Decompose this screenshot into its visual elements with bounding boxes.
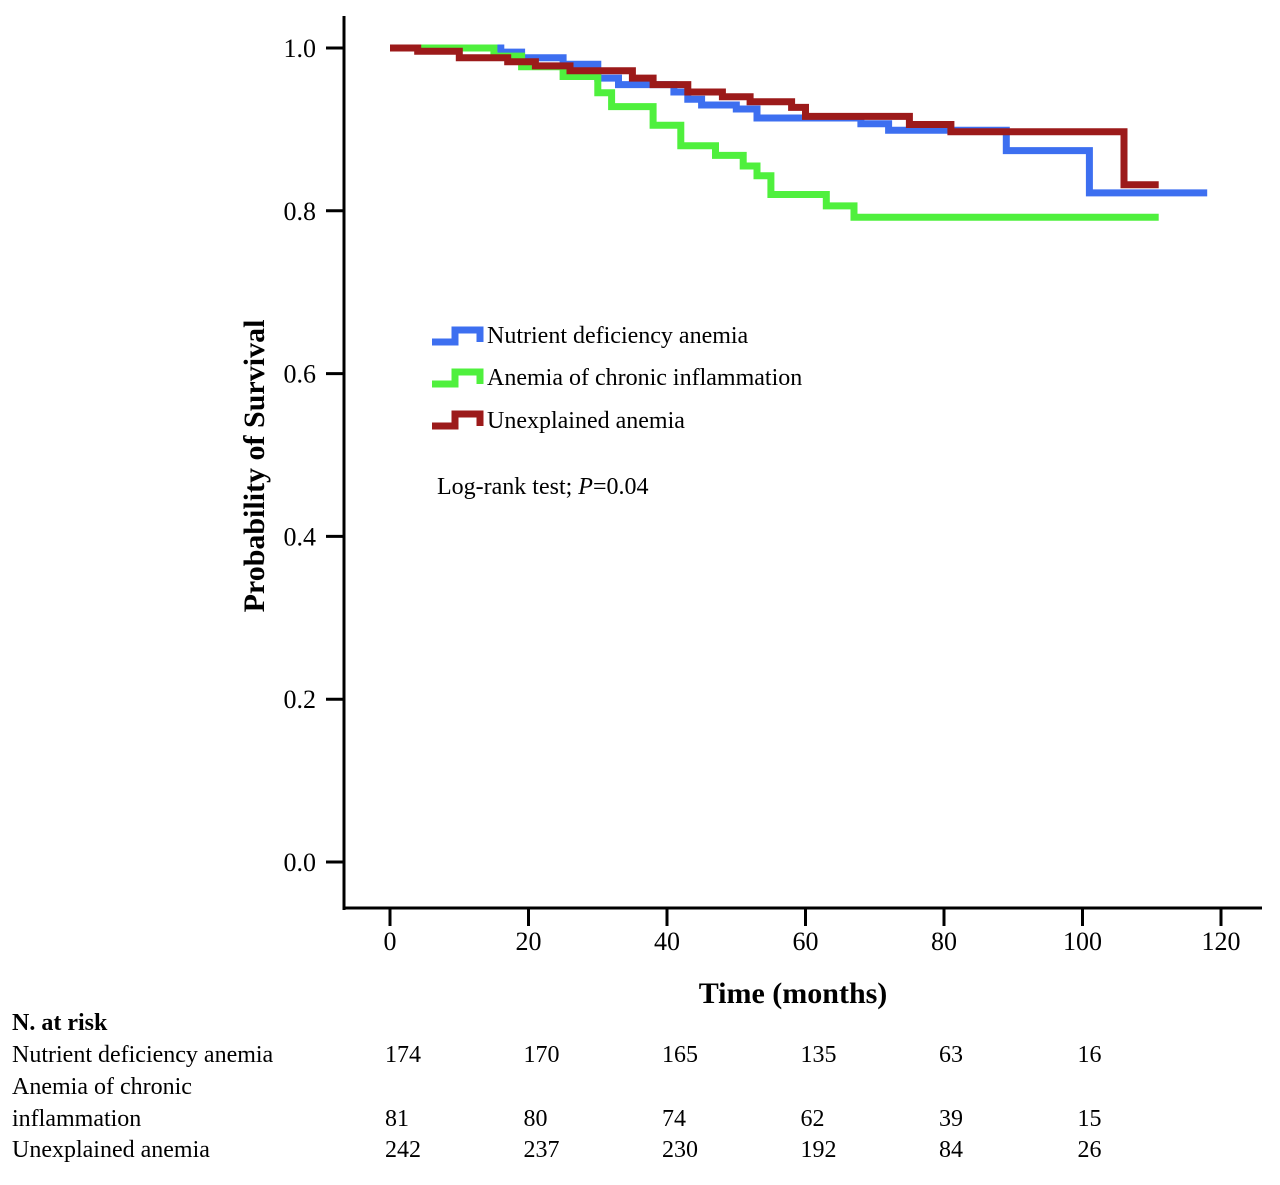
risk-value: 170 [524,1042,560,1068]
risk-value: 16 [1078,1042,1102,1068]
risk-value: 80 [524,1106,548,1132]
x-tick-label: 0 [384,927,397,956]
legend-label-chronic-inflammation: Anemia of chronic inflammation [487,365,802,391]
risk-table: N. at risk Nutrient deficiency anemia An… [12,1010,1102,1163]
curve-unexplained [390,44,1159,189]
x-tick-label: 120 [1202,927,1241,956]
risk-value: 242 [385,1137,421,1163]
x-tick-label: 80 [931,927,957,956]
risk-value: 15 [1078,1106,1102,1132]
y-tick-label: 0.8 [284,197,317,226]
x-tick-label: 40 [654,927,680,956]
risk-value: 192 [801,1137,837,1163]
x-tick-label: 100 [1063,927,1102,956]
risk-row-label-nutrient-deficiency: Nutrient deficiency anemia [12,1042,274,1068]
risk-row-label-chronic-inflammation-line2: inflammation [12,1106,141,1132]
x-axis-title: Time (months) [699,977,888,1010]
y-axis-title: Probability of Survival [238,320,271,613]
x-ticks: 0 20 40 60 80 100 120 [384,908,1241,956]
risk-value: 174 [385,1042,421,1068]
x-tick-label: 20 [516,927,542,956]
risk-value: 165 [662,1042,698,1068]
risk-value: 39 [939,1106,963,1132]
legend-swatch-chronic-inflammation [432,368,484,388]
legend: Nutrient deficiency anemia Anemia of chr… [432,323,802,434]
risk-row-label-unexplained: Unexplained anemia [12,1137,210,1163]
y-ticks: 0.0 0.2 0.4 0.6 0.8 1.0 [284,34,344,877]
risk-value: 135 [801,1042,837,1068]
y-tick-label: 0.4 [284,522,317,551]
risk-table-header: N. at risk [12,1010,108,1036]
y-tick-label: 0.0 [284,848,317,877]
risk-value: 237 [524,1137,560,1163]
legend-label-unexplained: Unexplained anemia [487,408,685,434]
y-tick-label: 0.2 [284,685,317,714]
risk-row-label-chronic-inflammation-line1: Anemia of chronic [12,1074,192,1100]
risk-value: 230 [662,1137,698,1163]
survival-curves [390,44,1208,221]
legend-swatch-nutrient-deficiency [432,326,484,346]
legend-label-nutrient-deficiency: Nutrient deficiency anemia [487,323,749,349]
curve-nutrient-deficiency [390,44,1208,197]
risk-value: 63 [939,1042,963,1068]
legend-swatch-unexplained [432,410,484,430]
risk-value: 74 [662,1106,686,1132]
x-tick-label: 60 [793,927,819,956]
risk-value: 62 [801,1106,825,1132]
y-tick-label: 1.0 [284,34,317,63]
risk-value: 84 [939,1137,963,1163]
y-tick-label: 0.6 [284,360,317,389]
risk-value: 26 [1078,1137,1102,1163]
log-rank-annotation: Log-rank test; P=0.04 [437,474,649,500]
risk-table-values: 174 170 165 135 63 16 81 80 74 62 39 15 242 237 230 192… [385,1042,1102,1163]
p-symbol: P [577,474,593,500]
risk-value: 81 [385,1106,409,1132]
